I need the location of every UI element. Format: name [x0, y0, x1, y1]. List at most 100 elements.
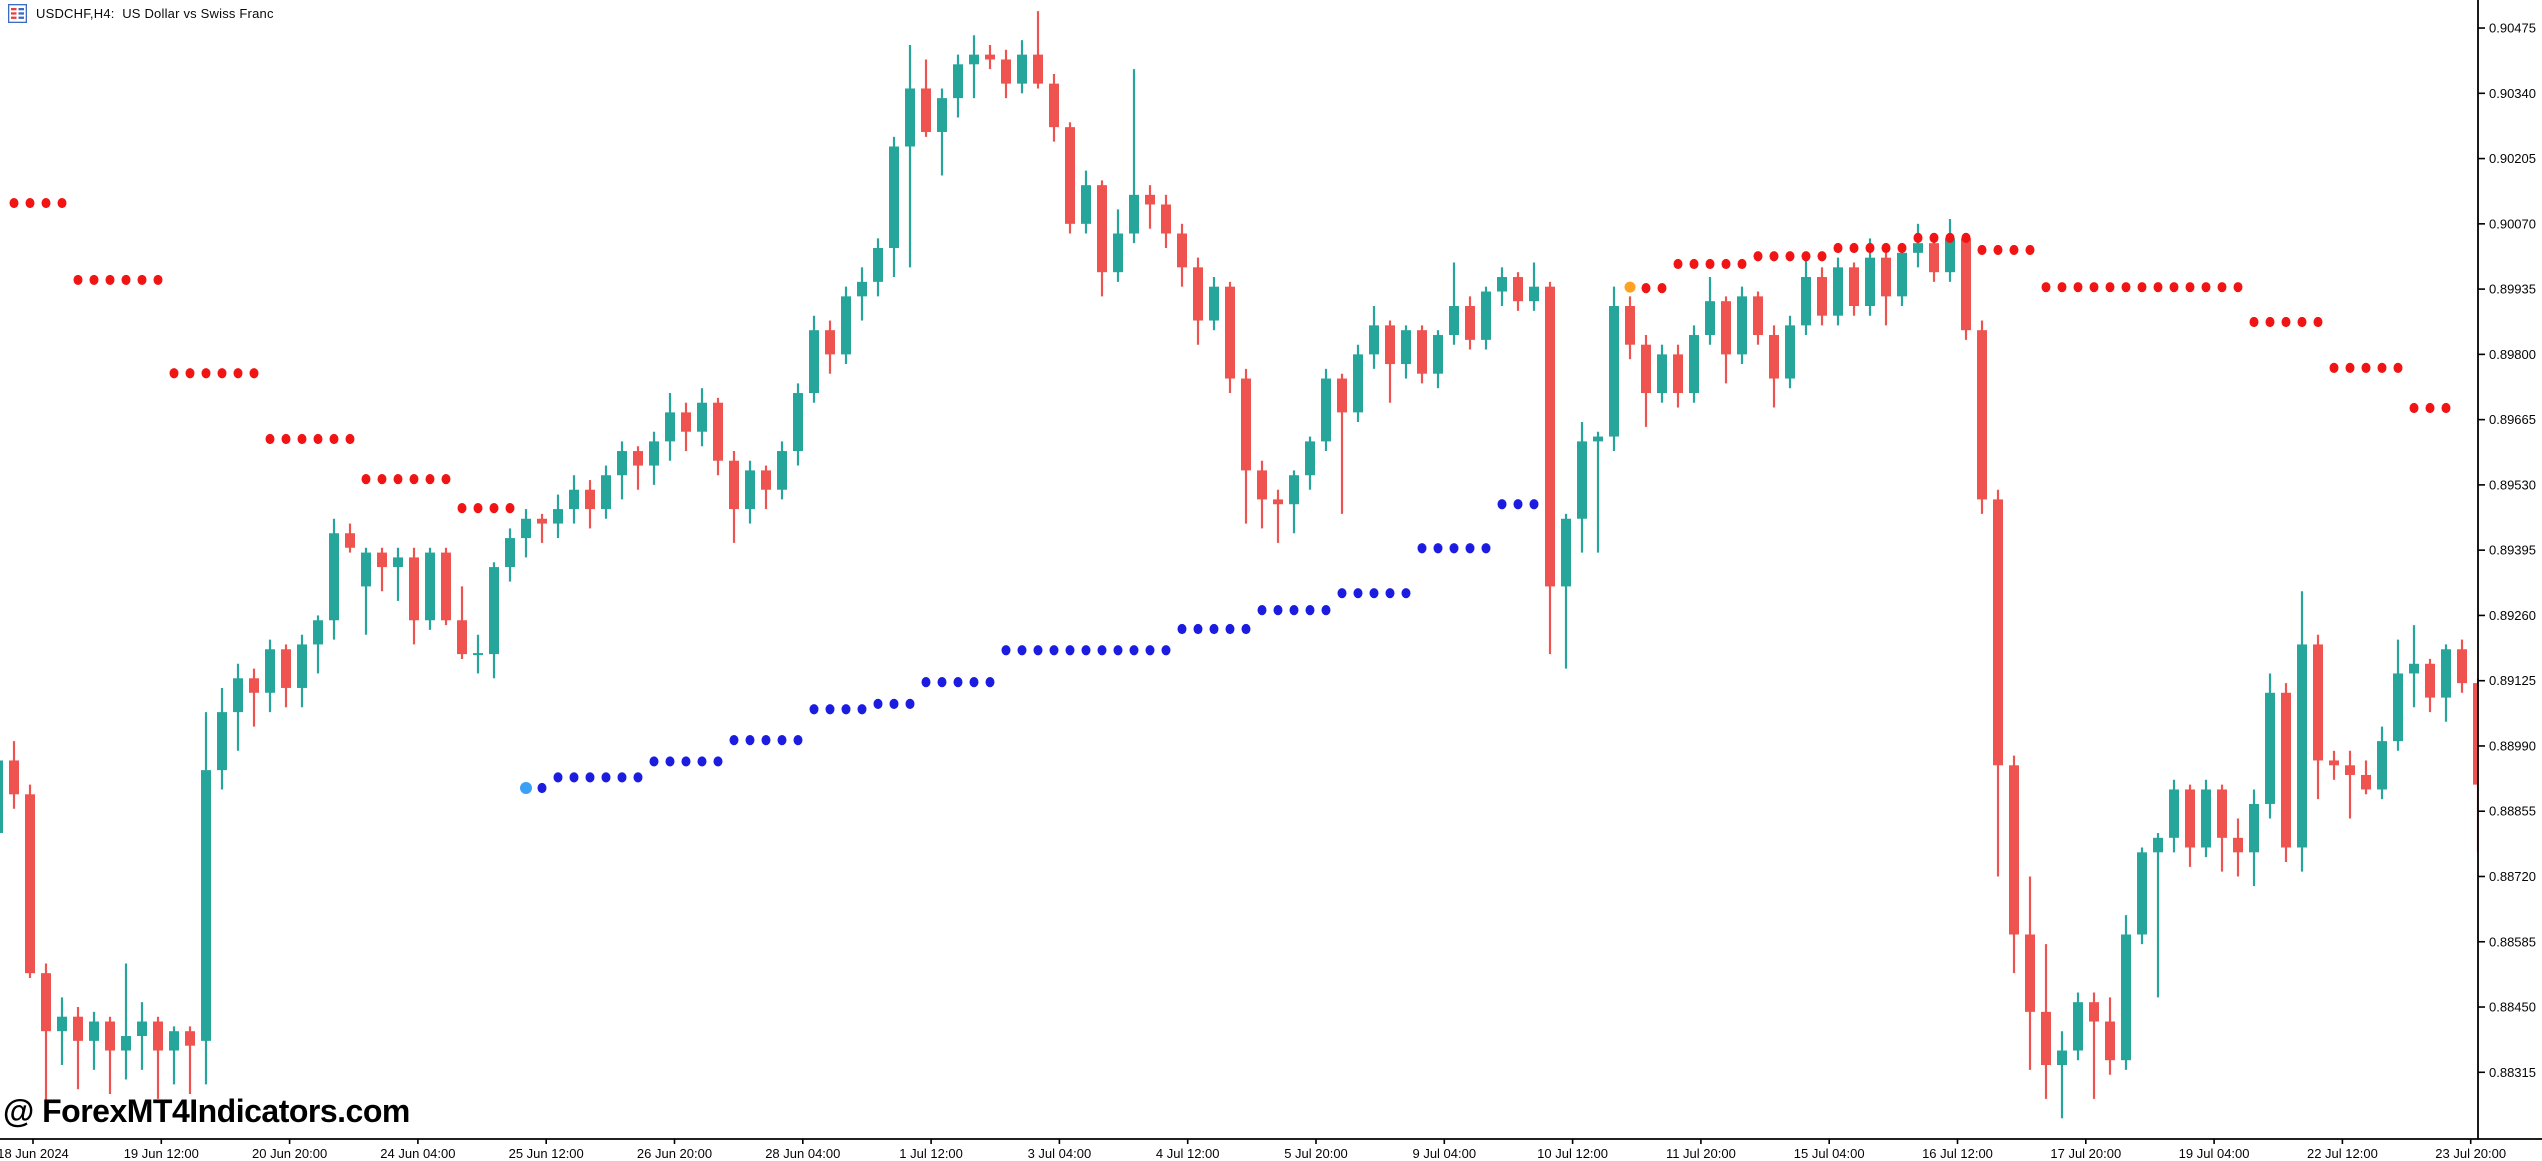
sell-trail-dot — [233, 368, 243, 379]
buy-trail-dot — [729, 735, 739, 746]
sell-trail-dot — [57, 197, 67, 209]
candle-body — [1129, 194, 1139, 234]
sell-trail-dot — [1865, 242, 1875, 254]
candle-body — [105, 1021, 115, 1051]
candle-body — [1561, 518, 1571, 587]
buy-trail-dot — [1033, 645, 1043, 656]
sell-trail-dot — [313, 433, 323, 445]
candle-body — [937, 98, 947, 132]
time-tick-label: 4 Jul 12:00 — [1156, 1146, 1220, 1161]
candle-body — [2169, 789, 2179, 838]
buy-trail-dot — [1449, 543, 1459, 554]
sell-trail-dot — [1769, 251, 1779, 262]
sell-trail-dot — [2361, 362, 2371, 374]
buy-trail-dot — [1433, 543, 1443, 554]
sell-trail-dot — [2057, 282, 2067, 293]
sell-trail-dot — [2217, 282, 2227, 293]
buy-trail-dot — [1209, 623, 1219, 635]
price-tick-label: 0.89665 — [2489, 412, 2536, 427]
candle-body — [2233, 837, 2243, 853]
price-axis[interactable]: 0.90475 0.90340 0.90205 0.90070 0.89935 0.898… — [2477, 0, 2536, 1139]
sell-trail-dot — [2329, 362, 2339, 374]
buy-trail-dot — [921, 677, 931, 688]
candle-body — [297, 644, 307, 688]
sell-trail-dot — [121, 274, 131, 286]
price-tick-label: 0.90475 — [2489, 21, 2536, 36]
plot-area[interactable] — [0, 11, 2483, 1119]
buy-trail-dot — [569, 772, 579, 783]
candle-body — [1081, 185, 1091, 224]
candle-body — [1545, 286, 1555, 587]
sell-trail-dot — [1689, 258, 1699, 270]
sell-trail-dot — [2265, 316, 2275, 328]
sell-trail-dot — [2025, 244, 2035, 256]
sell-trail-dot — [297, 433, 307, 445]
candle-body — [1497, 277, 1507, 292]
time-tick-label: 9 Jul 04:00 — [1412, 1146, 1476, 1161]
time-axis[interactable]: 18 Jun 2024 19 Jun 12:00 20 Jun 20:00 24 Ju… — [0, 1138, 2542, 1161]
candle-body — [2281, 692, 2291, 848]
candle-body — [1753, 296, 1763, 336]
sell-trail-dot — [425, 473, 435, 485]
buy-trail-dot — [1513, 499, 1523, 510]
buy-trail-dot — [1353, 588, 1363, 599]
candle-body — [1113, 233, 1123, 273]
candle-body — [1017, 54, 1027, 84]
buy-trail-dot — [1497, 499, 1507, 510]
time-tick-label: 28 Jun 04:00 — [765, 1146, 840, 1161]
candle-body — [2105, 1021, 2115, 1061]
candle-body — [2329, 760, 2339, 766]
candle-body — [2377, 741, 2387, 790]
sell-trail-dot — [1993, 244, 2003, 256]
candle-body — [729, 460, 739, 510]
buy-trail-dot — [889, 698, 899, 709]
candle-body — [985, 54, 995, 60]
sell-trail-dot — [1673, 258, 1683, 270]
time-tick-label: 19 Jun 12:00 — [124, 1146, 199, 1161]
candle-body — [1865, 257, 1875, 307]
candle-body — [1353, 354, 1363, 413]
time-tick-label: 16 Jul 12:00 — [1922, 1146, 1993, 1161]
candle-body — [249, 678, 259, 693]
candle-body — [9, 760, 19, 795]
buy-trail-dot — [953, 677, 963, 688]
time-tick-label: 23 Jul 20:00 — [2435, 1146, 2506, 1161]
candle-body — [713, 402, 723, 461]
candle-body — [681, 412, 691, 432]
candle-body — [1625, 306, 1635, 345]
candle-body — [585, 489, 595, 510]
buy-trail-dot — [1161, 645, 1171, 656]
sell-trail-dot — [2089, 282, 2099, 293]
buy-trail-dot — [697, 756, 707, 767]
candle-body — [1465, 306, 1475, 340]
candle-body — [2473, 683, 2478, 785]
candle-body — [633, 451, 643, 466]
time-tick-label: 17 Jul 20:00 — [2050, 1146, 2121, 1161]
sell-trail-dot — [2249, 316, 2259, 328]
chart-title-bar: USDCHF,H4: US Dollar vs Swiss Franc — [7, 3, 274, 24]
sell-trail-dot — [1753, 251, 1763, 262]
sell-trail-dot — [137, 274, 147, 286]
sell-trail-dot — [2009, 244, 2019, 256]
candle-body — [777, 451, 787, 490]
buy-trail-dot — [1401, 588, 1411, 599]
candle-body — [1433, 335, 1443, 374]
sell-trail-dot — [377, 473, 387, 485]
sell-trail-dot — [1657, 283, 1667, 294]
sell-trail-dot — [89, 274, 99, 286]
candle-body — [1289, 475, 1299, 505]
time-tick-label: 26 Jun 20:00 — [637, 1146, 712, 1161]
candle-body — [1673, 354, 1683, 394]
sell-trail-dot — [457, 503, 467, 514]
candle-body — [377, 552, 387, 568]
candle-body — [1817, 277, 1827, 316]
candle-body — [1369, 325, 1379, 355]
candle-body — [1241, 378, 1251, 471]
sell-trail-dot — [2041, 282, 2051, 293]
buy-trail-dot — [1241, 623, 1251, 635]
sell-trail-dot — [1849, 242, 1859, 254]
candle-body — [1065, 127, 1075, 224]
candle-body — [1849, 267, 1859, 307]
